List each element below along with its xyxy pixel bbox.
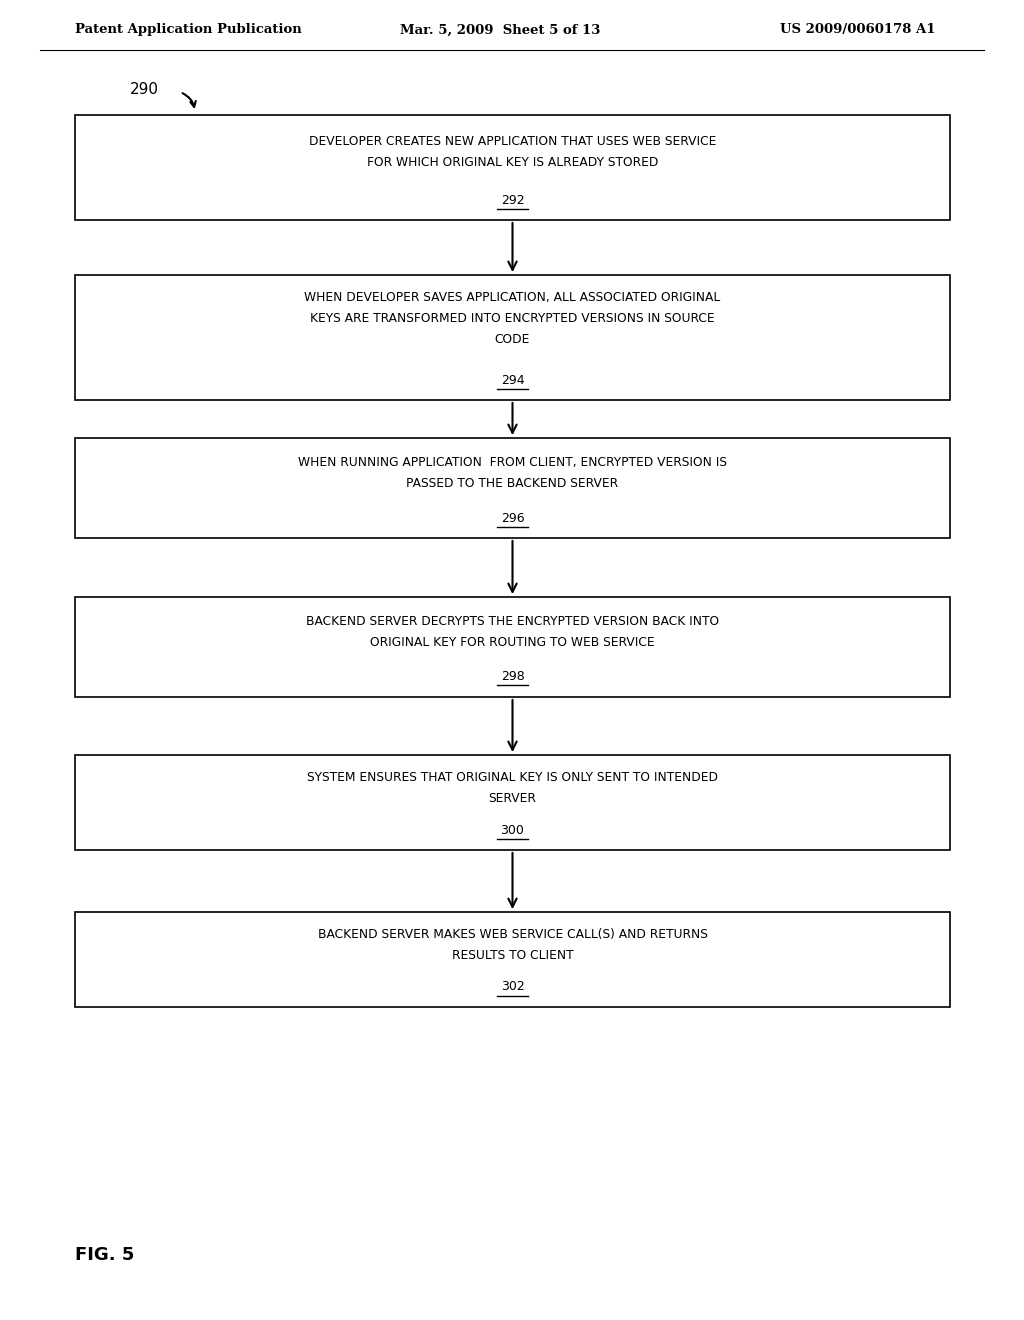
Text: US 2009/0060178 A1: US 2009/0060178 A1	[780, 24, 936, 37]
Text: DEVELOPER CREATES NEW APPLICATION THAT USES WEB SERVICE: DEVELOPER CREATES NEW APPLICATION THAT U…	[309, 135, 716, 148]
Text: KEYS ARE TRANSFORMED INTO ENCRYPTED VERSIONS IN SOURCE: KEYS ARE TRANSFORMED INTO ENCRYPTED VERS…	[310, 313, 715, 325]
Text: 292: 292	[501, 194, 524, 206]
Text: SYSTEM ENSURES THAT ORIGINAL KEY IS ONLY SENT TO INTENDED: SYSTEM ENSURES THAT ORIGINAL KEY IS ONLY…	[307, 771, 718, 784]
Text: 290: 290	[130, 82, 159, 98]
Text: FOR WHICH ORIGINAL KEY IS ALREADY STORED: FOR WHICH ORIGINAL KEY IS ALREADY STORED	[367, 156, 658, 169]
Text: 298: 298	[501, 671, 524, 684]
Bar	[75, 755, 950, 850]
Text: 300: 300	[501, 824, 524, 837]
Text: 296: 296	[501, 511, 524, 524]
Bar	[75, 912, 950, 1007]
Text: ORIGINAL KEY FOR ROUTING TO WEB SERVICE: ORIGINAL KEY FOR ROUTING TO WEB SERVICE	[371, 636, 654, 649]
Text: WHEN DEVELOPER SAVES APPLICATION, ALL ASSOCIATED ORIGINAL: WHEN DEVELOPER SAVES APPLICATION, ALL AS…	[304, 292, 721, 304]
Text: Mar. 5, 2009  Sheet 5 of 13: Mar. 5, 2009 Sheet 5 of 13	[400, 24, 600, 37]
Text: FIG. 5: FIG. 5	[75, 1246, 134, 1265]
Text: RESULTS TO CLIENT: RESULTS TO CLIENT	[452, 949, 573, 962]
Text: PASSED TO THE BACKEND SERVER: PASSED TO THE BACKEND SERVER	[407, 477, 618, 490]
Text: CODE: CODE	[495, 333, 530, 346]
Text: BACKEND SERVER MAKES WEB SERVICE CALL(S) AND RETURNS: BACKEND SERVER MAKES WEB SERVICE CALL(S)…	[317, 928, 708, 941]
Text: Patent Application Publication: Patent Application Publication	[75, 24, 302, 37]
Bar	[75, 438, 950, 539]
Text: BACKEND SERVER DECRYPTS THE ENCRYPTED VERSION BACK INTO: BACKEND SERVER DECRYPTS THE ENCRYPTED VE…	[306, 615, 719, 628]
Bar	[75, 597, 950, 697]
Bar	[75, 275, 950, 400]
Bar	[75, 115, 950, 220]
Text: WHEN RUNNING APPLICATION  FROM CLIENT, ENCRYPTED VERSION IS: WHEN RUNNING APPLICATION FROM CLIENT, EN…	[298, 455, 727, 469]
Text: SERVER: SERVER	[488, 792, 537, 805]
Text: 302: 302	[501, 981, 524, 994]
Text: 294: 294	[501, 374, 524, 387]
